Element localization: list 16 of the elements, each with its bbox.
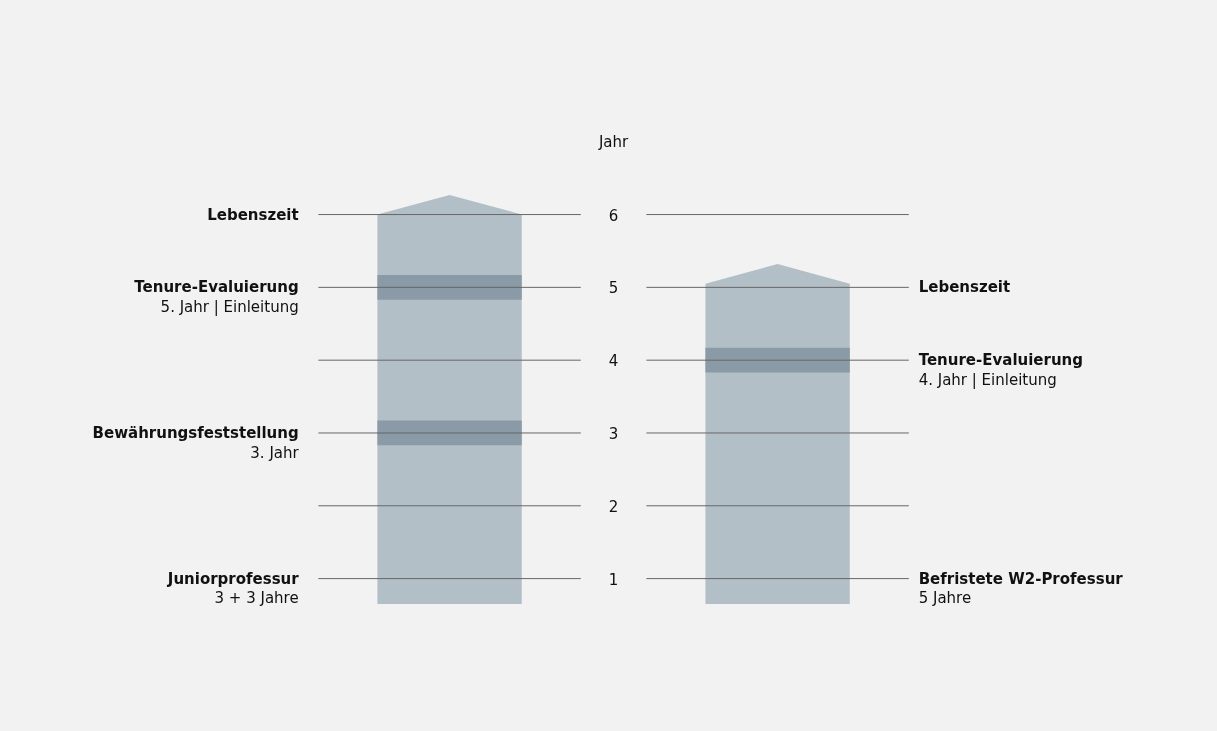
annotation: Lebenszeit	[918, 278, 1011, 297]
y-tick-label: 3	[608, 424, 619, 443]
x-tick-label: Juniorprofessur	[166, 569, 300, 588]
y-tick-label: 2	[608, 497, 619, 516]
annotation: Tenure-Evaluierung 4. Jahr | Einleitung	[918, 351, 1084, 389]
y-tick-label: 5	[608, 279, 619, 298]
y-tick-label: 6	[608, 206, 619, 225]
y-tick-label: 1	[608, 570, 619, 589]
annotation: Bewährungsfeststellung 3. Jahr	[92, 423, 300, 462]
x-tick-label: Befristete W2-Professur	[918, 569, 1124, 588]
annotation: 3 + 3 Jahre	[214, 589, 299, 608]
y-axis-title: Jahr	[597, 132, 630, 151]
y-tick-label: 4	[608, 352, 619, 371]
annotation: Lebenszeit	[207, 205, 299, 224]
annotation: Tenure-Evaluierung 5. Jahr | Einleitung	[134, 278, 299, 317]
annotation: 5 Jahre	[918, 589, 972, 608]
